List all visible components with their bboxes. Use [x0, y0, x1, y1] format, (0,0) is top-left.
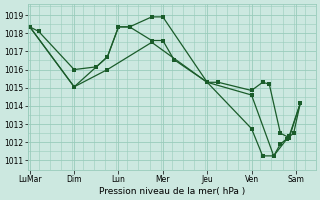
X-axis label: Pression niveau de la mer( hPa ): Pression niveau de la mer( hPa ) [99, 187, 245, 196]
